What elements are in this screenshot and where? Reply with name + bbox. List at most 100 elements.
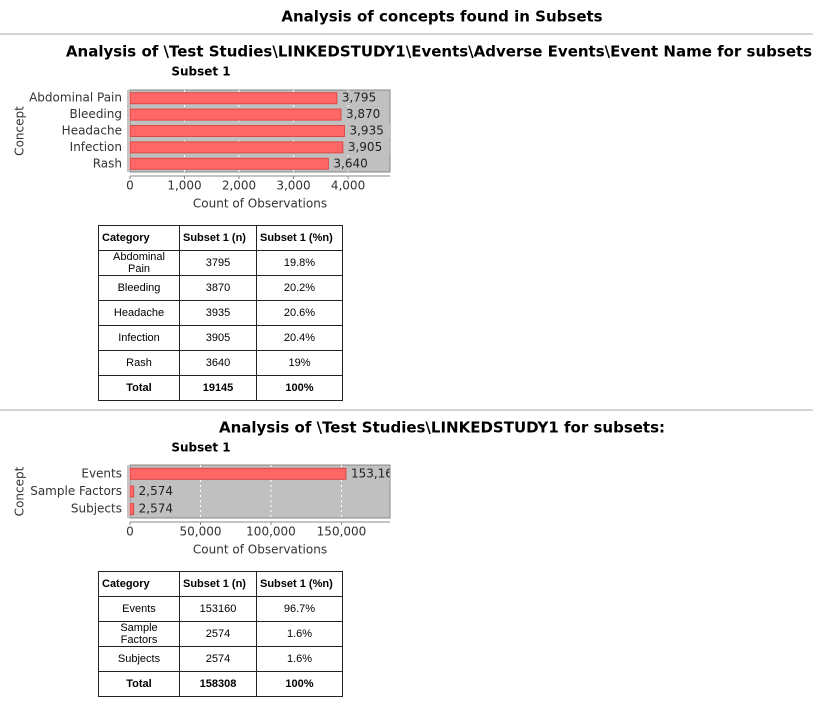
page-title: Analysis of concepts found in Subsets xyxy=(281,8,602,26)
table-cell: 100% xyxy=(256,375,343,401)
value-label-bg xyxy=(331,156,376,171)
chart-title: Analysis of \Test Studies\LINKEDSTUDY1\E… xyxy=(66,43,813,61)
chart-subtitle: Subset 1 xyxy=(171,441,230,455)
table-cell: Subjects xyxy=(98,646,180,672)
table-cell: 2574 xyxy=(179,621,257,647)
value-label-bg xyxy=(136,484,181,499)
bar xyxy=(129,503,135,516)
table-row: Infection 3905 20.4% xyxy=(98,325,343,351)
x-tick-label: 3,000 xyxy=(276,179,310,193)
chart-subtitle: Subset 1 xyxy=(171,65,230,79)
value-label-bg xyxy=(339,91,384,106)
value-label: 153,160 xyxy=(351,466,401,480)
category-label: Infection xyxy=(70,140,122,154)
x-tick-label: 4,000 xyxy=(331,179,365,193)
category-label: Rash xyxy=(93,156,122,170)
table-cell: 100% xyxy=(256,671,343,697)
table-row: Bleeding 3870 20.2% xyxy=(98,275,343,301)
value-label: 2,574 xyxy=(139,484,173,498)
category-label: Headache xyxy=(62,124,122,138)
x-axis-label: Count of Observations xyxy=(193,197,327,211)
table-cell: 20.2% xyxy=(256,275,343,301)
table-row: Abdominal Pain 3795 19.8% xyxy=(98,250,343,276)
table-cell: 3905 xyxy=(179,325,257,351)
x-axis-label: Count of Observations xyxy=(193,543,327,557)
table-cell: 19.8% xyxy=(256,250,343,276)
x-tick-label: 2,000 xyxy=(222,179,256,193)
value-label: 3,795 xyxy=(342,91,376,105)
table-row: Headache 3935 20.6% xyxy=(98,300,343,326)
x-tick-label: 0 xyxy=(126,525,134,539)
chart-title: Analysis of \Test Studies\LINKEDSTUDY1 f… xyxy=(219,419,665,437)
table-cell: Total xyxy=(98,671,180,697)
table-cell: Subset 1 (%n) xyxy=(256,225,343,251)
table-cell: Events xyxy=(98,596,180,622)
table-row: Rash 3640 19% xyxy=(98,350,343,376)
value-label-bg xyxy=(347,124,390,138)
category-label: Sample Factors xyxy=(30,484,122,498)
bar xyxy=(129,467,347,480)
table-cell: Category xyxy=(98,571,180,597)
table-cell: Infection xyxy=(98,325,180,351)
table-cell: Subset 1 (%n) xyxy=(256,571,343,597)
value-label: 2,574 xyxy=(139,502,173,516)
table-cell: 20.6% xyxy=(256,300,343,326)
table-row: Sample Factors 2574 1.6% xyxy=(98,621,343,647)
table-cell: Category xyxy=(98,225,180,251)
data-table: Category Subset 1 (n) Subset 1 (%n) Events 1… xyxy=(98,571,343,697)
table-cell: 19145 xyxy=(179,375,257,401)
table-cell: 20.4% xyxy=(256,325,343,351)
table-cell: Headache xyxy=(98,300,180,326)
table-cell: Subset 1 (n) xyxy=(179,225,257,251)
category-label: Subjects xyxy=(71,502,122,516)
table-row: Events 153160 96.7% xyxy=(98,596,343,622)
category-label: Abdominal Pain xyxy=(29,91,122,105)
table-cell: 1.6% xyxy=(256,621,343,647)
value-label: 3,640 xyxy=(333,156,367,170)
table-row: Total 19145 100% xyxy=(98,375,343,401)
data-table: Category Subset 1 (n) Subset 1 (%n) Abdomin… xyxy=(98,225,343,401)
table-cell: 2574 xyxy=(179,646,257,672)
value-label-bg xyxy=(343,107,388,122)
x-tick-label: 150,000 xyxy=(317,525,367,539)
bar xyxy=(129,108,342,121)
y-axis-label: Concept xyxy=(13,106,27,156)
value-label-bg xyxy=(345,140,390,155)
bar xyxy=(129,141,344,154)
table-row: Category Subset 1 (n) Subset 1 (%n) xyxy=(98,571,343,597)
bar xyxy=(129,485,135,498)
x-tick-label: 100,000 xyxy=(246,525,296,539)
table-cell: 1.6% xyxy=(256,646,343,672)
value-label: 3,935 xyxy=(349,124,383,138)
value-label-bg xyxy=(348,466,390,481)
bar xyxy=(129,125,345,137)
table-cell: 3795 xyxy=(179,250,257,276)
table-cell: Sample Factors xyxy=(98,621,180,647)
category-label: Events xyxy=(81,466,122,480)
table-row: Category Subset 1 (n) Subset 1 (%n) xyxy=(98,225,343,251)
table-cell: 19% xyxy=(256,350,343,376)
table-cell: 3935 xyxy=(179,300,257,326)
x-tick-label: 1,000 xyxy=(167,179,201,193)
table-cell: 3870 xyxy=(179,275,257,301)
table-cell: Bleeding xyxy=(98,275,180,301)
table-cell: Rash xyxy=(98,350,180,376)
table-row: Subjects 2574 1.6% xyxy=(98,646,343,672)
bar xyxy=(129,157,329,170)
value-label: 3,870 xyxy=(346,107,380,121)
category-label: Bleeding xyxy=(69,107,122,121)
x-tick-label: 50,000 xyxy=(179,525,221,539)
table-cell: 158308 xyxy=(179,671,257,697)
bar xyxy=(129,92,338,105)
table-cell: Abdominal Pain xyxy=(98,250,180,276)
table-row: Total 158308 100% xyxy=(98,671,343,697)
value-label-bg xyxy=(136,502,181,517)
y-axis-label: Concept xyxy=(13,466,27,516)
value-label: 3,905 xyxy=(348,140,382,154)
table-cell: Subset 1 (n) xyxy=(179,571,257,597)
table-cell: 3640 xyxy=(179,350,257,376)
x-tick-label: 0 xyxy=(126,179,134,193)
table-cell: Total xyxy=(98,375,180,401)
